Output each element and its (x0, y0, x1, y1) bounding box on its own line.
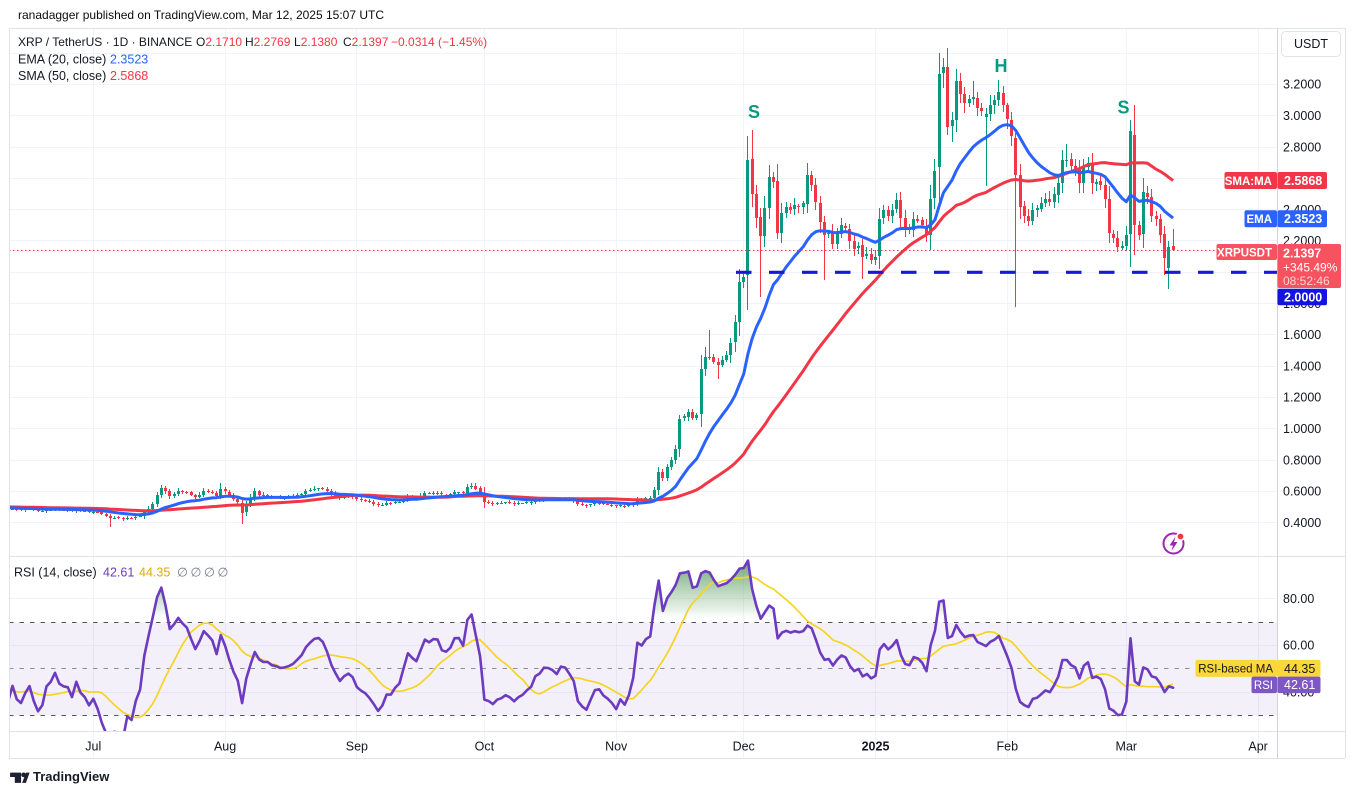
svg-text:42.61: 42.61 (1284, 678, 1315, 692)
svg-text:08:52:46: 08:52:46 (1283, 274, 1330, 288)
svg-text:Apr: Apr (1248, 740, 1267, 754)
svg-text:2.5868: 2.5868 (110, 69, 148, 83)
svg-text:Oct: Oct (475, 740, 495, 754)
svg-text:EMA: EMA (1246, 214, 1272, 226)
svg-text:RSI: RSI (1254, 680, 1273, 692)
svg-text:Sep: Sep (346, 740, 368, 754)
svg-text:Mar: Mar (1116, 740, 1138, 754)
svg-text:1.0000: 1.0000 (1283, 422, 1321, 436)
svg-text:XRPUSDT: XRPUSDT (1217, 247, 1272, 259)
svg-text:0.8000: 0.8000 (1283, 453, 1321, 467)
svg-text:60.00: 60.00 (1283, 639, 1314, 653)
svg-text:44.35: 44.35 (1284, 662, 1315, 676)
svg-text:0.6000: 0.6000 (1283, 485, 1321, 499)
svg-text:SMA (50, close): SMA (50, close) (18, 69, 106, 83)
svg-text:2.1397: 2.1397 (1283, 247, 1321, 261)
svg-text:S: S (748, 102, 760, 122)
svg-text:H: H (995, 56, 1008, 76)
svg-text:2.0000: 2.0000 (1284, 291, 1322, 305)
svg-text:2.5868: 2.5868 (1284, 174, 1322, 188)
svg-text:3.0000: 3.0000 (1283, 109, 1321, 123)
svg-text:ranadagger published on Tradin: ranadagger published on TradingView.com,… (18, 8, 384, 22)
svg-text:Dec: Dec (733, 740, 755, 754)
svg-text:RSI-based MA: RSI-based MA (1198, 664, 1273, 676)
svg-text:1.6000: 1.6000 (1283, 328, 1321, 342)
svg-text:SMA:MA: SMA:MA (1225, 176, 1272, 188)
svg-text:TradingView: TradingView (33, 769, 110, 784)
svg-text:USDT: USDT (1294, 37, 1328, 51)
svg-text:80.00: 80.00 (1283, 592, 1314, 606)
svg-text:1.2000: 1.2000 (1283, 391, 1321, 405)
svg-text:3.2000: 3.2000 (1283, 78, 1321, 92)
svg-text:2025: 2025 (862, 740, 890, 754)
svg-text:EMA (20, close): EMA (20, close) (18, 53, 106, 67)
svg-text:2.8000: 2.8000 (1283, 140, 1321, 154)
svg-text:+345.49%: +345.49% (1283, 261, 1338, 275)
svg-text:2.3523: 2.3523 (1284, 212, 1322, 226)
svg-text:1.4000: 1.4000 (1283, 359, 1321, 373)
svg-text:2.3523: 2.3523 (110, 53, 148, 67)
svg-text:0.4000: 0.4000 (1283, 516, 1321, 530)
svg-text:Feb: Feb (997, 740, 1019, 754)
svg-text:S: S (1117, 98, 1129, 118)
svg-text:Jul: Jul (85, 740, 101, 754)
svg-text:Nov: Nov (605, 740, 628, 754)
svg-text:Aug: Aug (214, 740, 236, 754)
